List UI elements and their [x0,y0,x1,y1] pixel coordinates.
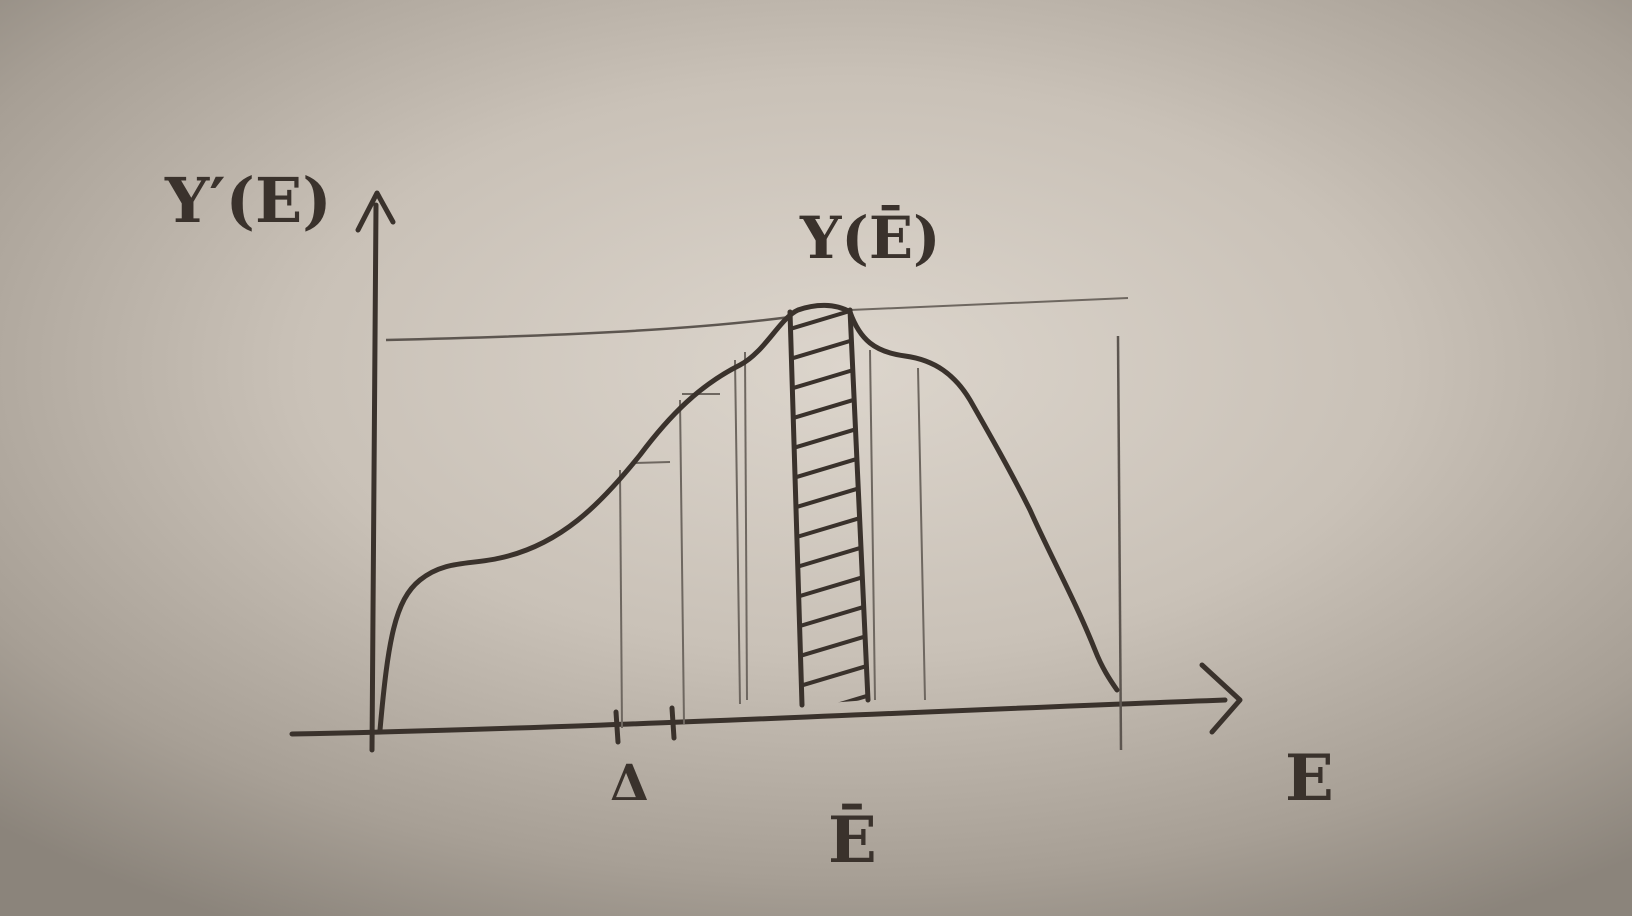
delta-tick-left [613,709,621,745]
peak-label: Υ(Ē) [799,204,941,272]
hatched-strip [787,307,871,708]
strip-line [734,359,741,705]
strip-line [679,399,685,725]
strip-line [917,367,926,701]
strip-line [869,349,876,701]
y-axis-arrowhead [355,190,396,233]
strip-line [619,469,623,729]
y-axis-line [369,202,379,753]
y-axis-label: Υ′(E) [164,164,332,237]
strip-line [634,461,671,464]
x-axis-label: E [1285,741,1334,816]
delta-tick-right [669,705,677,741]
distribution-curve [377,302,1120,733]
peak-level-line-left [385,315,791,342]
strip-line [744,351,748,701]
delta-label: Δ [610,753,649,812]
x-axis-line [289,697,1228,737]
right-boundary-line [1116,335,1123,751]
e-bar-label: Ē [828,803,877,878]
x-axis-arrowhead [1199,662,1243,735]
peak-level-line-right [849,297,1129,311]
